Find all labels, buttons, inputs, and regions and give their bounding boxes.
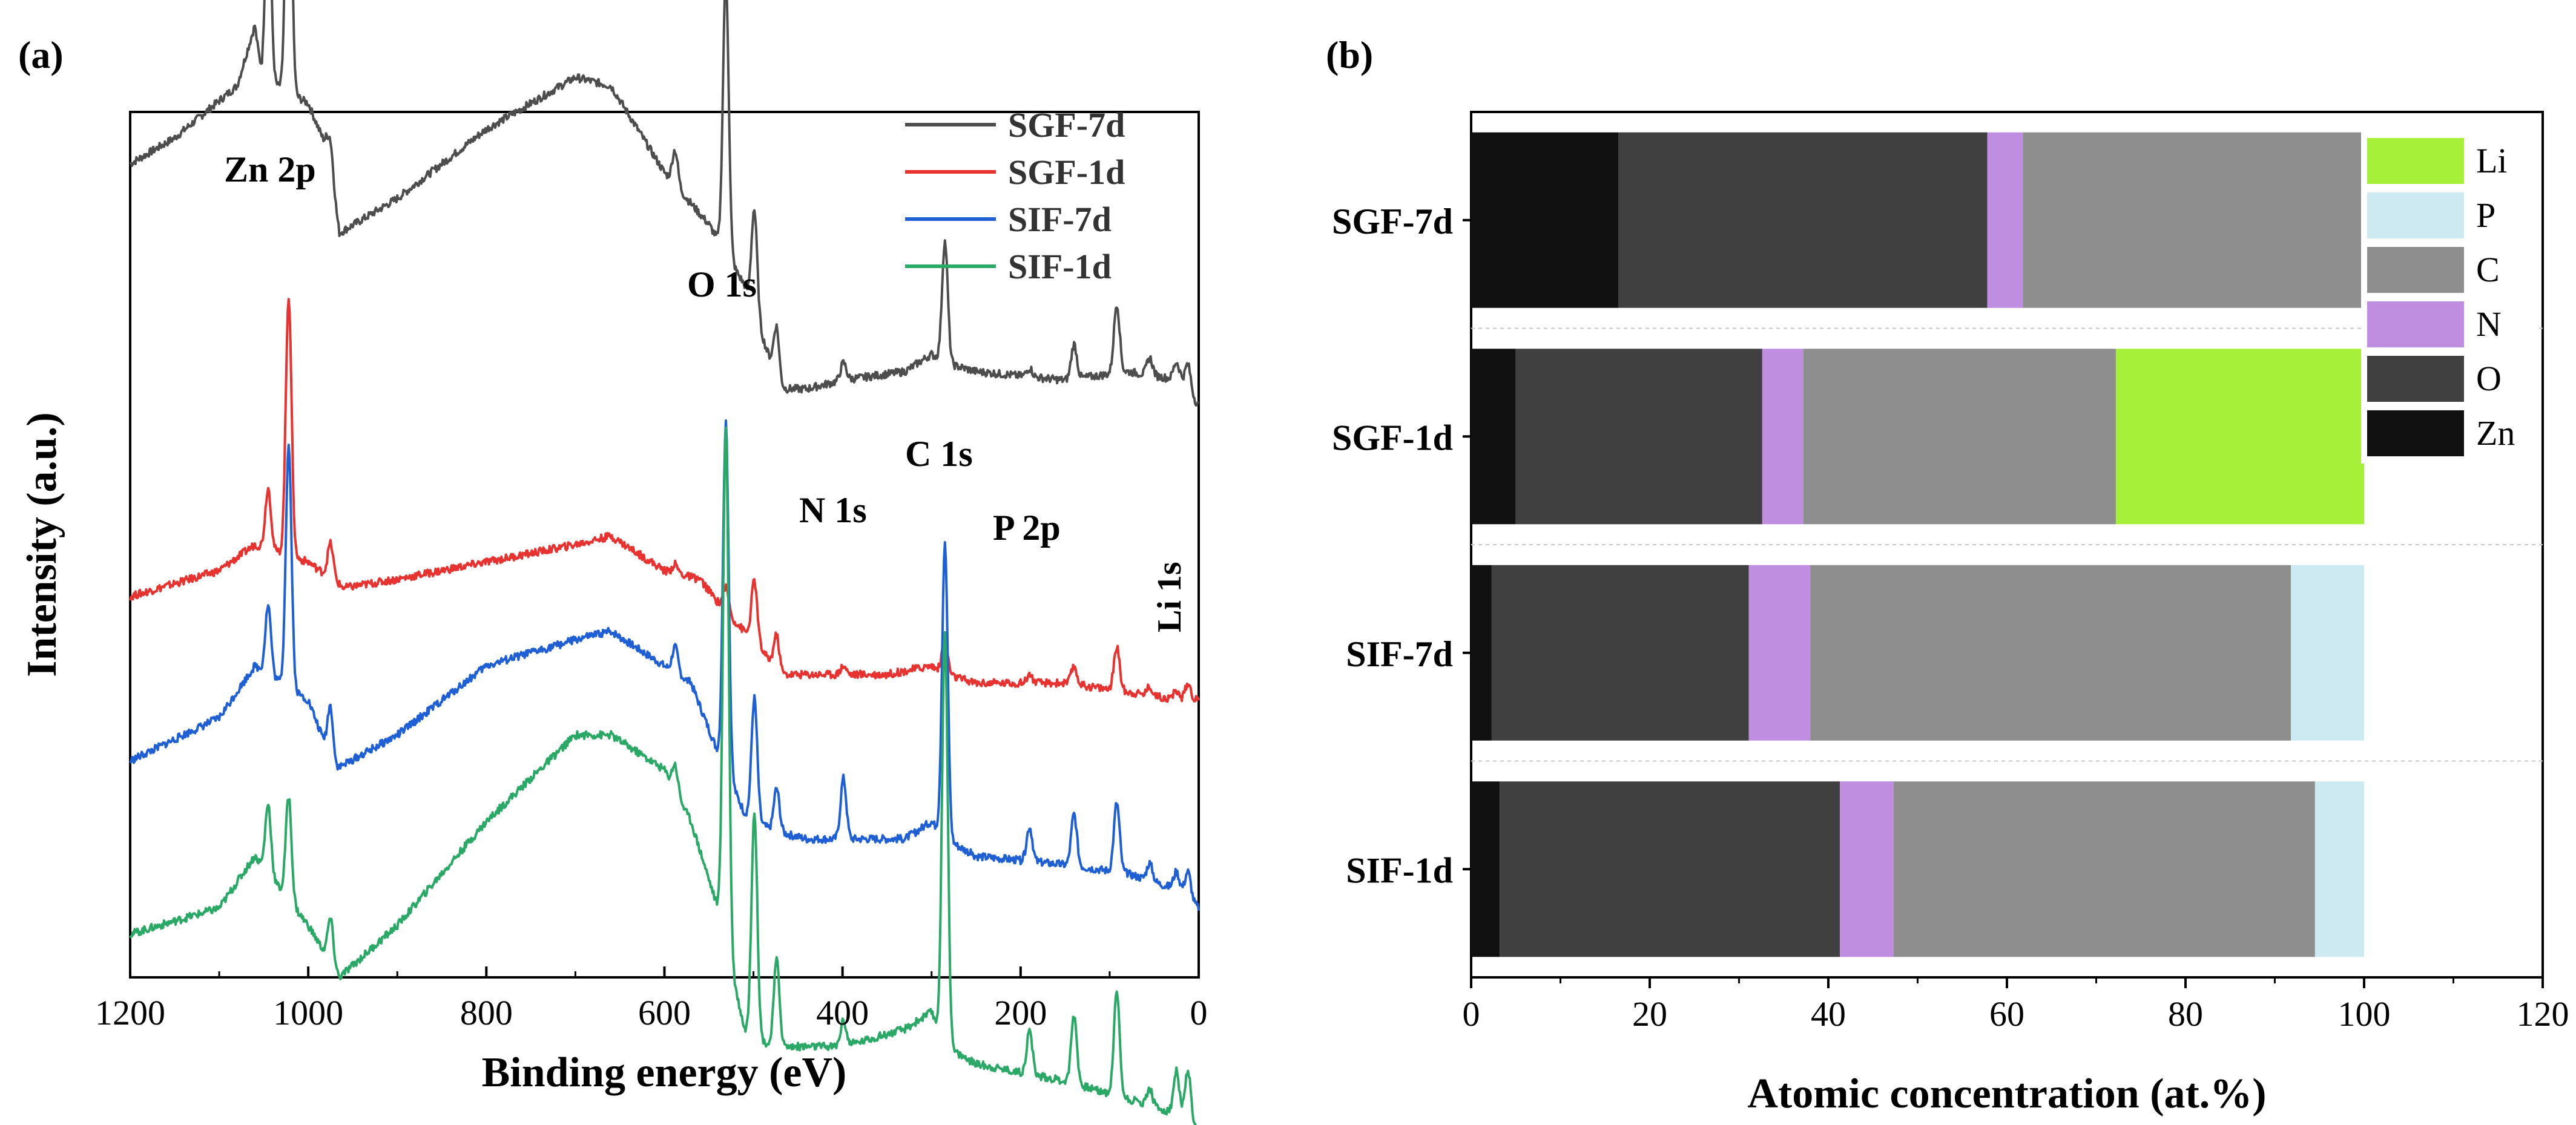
legend-label-o: O	[2476, 359, 2502, 398]
panel-b-x-axis-label: Atomic concentration (at.%)	[1747, 1071, 2266, 1117]
x-tick-label: 0	[1463, 994, 1480, 1034]
x-tick-label: 80	[2168, 994, 2203, 1034]
series-line-sif-1d	[129, 426, 1197, 1125]
x-tick-label: 200	[994, 993, 1047, 1032]
x-tick-label: 1200	[95, 993, 165, 1032]
panel-a: (a) 1200 1000 800 600 400 200 0 Binding energy…	[18, 0, 1208, 1125]
legend-swatch-p	[2367, 192, 2464, 238]
legend-swatch-li	[2367, 138, 2464, 184]
panel-a-label: (a)	[18, 33, 64, 76]
series-line-sgf-1d	[129, 298, 1200, 703]
y-tick-label-sif-7d: SIF-7d	[1346, 634, 1453, 674]
panel-a-x-axis-label: Binding energy (eV)	[482, 1049, 847, 1096]
annotation-o-1s: O 1s	[687, 264, 757, 304]
legend-label-sif-1d: SIF-1d	[1008, 247, 1112, 286]
panel-b-bars-group	[1471, 132, 2543, 957]
x-tick-label: 1000	[273, 993, 343, 1032]
x-tick-label: 800	[460, 993, 513, 1032]
annotation-c-1s: C 1s	[905, 434, 973, 474]
x-tick-label: 60	[1989, 994, 2024, 1034]
legend-label-zn: Zn	[2476, 413, 2515, 453]
legend-label-c: C	[2476, 250, 2500, 289]
bar-sgf-7d-zn	[1471, 132, 1619, 308]
bar-sgf-1d-c	[1803, 349, 2116, 525]
x-tick-label: 0	[1190, 993, 1208, 1032]
bar-sgf-7d-o	[1618, 132, 1988, 308]
y-tick-label-sgf-7d: SGF-7d	[1332, 202, 1453, 241]
bar-sif-1d-c	[1893, 781, 2315, 957]
bar-sif-7d-c	[1810, 565, 2291, 741]
bar-sif-7d-zn	[1471, 565, 1492, 741]
bar-sif-7d-n	[1748, 565, 1811, 741]
bar-sif-7d-p	[2291, 565, 2364, 741]
annotation-zn-2p: Zn 2p	[224, 149, 316, 189]
legend-label-sgf-1d: SGF-1d	[1008, 153, 1125, 192]
bar-sgf-7d-n	[1987, 132, 2023, 308]
panel-a-legend: SGF-7d SGF-1d SIF-7d SIF-1d	[905, 105, 1125, 286]
annotation-p-2p: P 2p	[993, 508, 1061, 548]
x-tick-label: 20	[1632, 994, 1667, 1034]
bar-sgf-1d-zn	[1471, 349, 1516, 525]
bar-sif-1d-o	[1500, 781, 1840, 957]
legend-label-sif-7d: SIF-7d	[1008, 200, 1112, 239]
x-tick-label: 600	[638, 993, 691, 1032]
legend-label-sgf-7d: SGF-7d	[1008, 105, 1125, 145]
x-tick-label: 40	[1811, 994, 1846, 1034]
series-line-sgf-7d	[129, 0, 1200, 407]
bar-sif-1d-n	[1840, 781, 1894, 957]
legend-swatch-n	[2367, 301, 2464, 347]
x-tick-label: 400	[816, 993, 869, 1032]
panel-b: (b) 0 20 40 60 80 100 120 SGF-7d SGF-1d SIF-7d SI…	[1326, 33, 2569, 1117]
x-tick-label: 120	[2517, 994, 2569, 1034]
bar-sgf-7d-c	[2023, 132, 2364, 308]
bar-sif-1d-p	[2314, 781, 2364, 957]
bar-sif-7d-o	[1491, 565, 1749, 741]
bar-sgf-1d-o	[1515, 349, 1762, 525]
panel-a-y-axis-label: Intensity (a.u.)	[19, 412, 65, 677]
annotation-n-1s: N 1s	[799, 490, 867, 530]
series-line-sif-7d	[129, 419, 1200, 911]
legend-background	[2361, 132, 2537, 464]
legend-swatch-c	[2367, 247, 2464, 293]
legend-label-p: P	[2476, 195, 2495, 235]
panel-a-series-group	[129, 0, 1200, 1125]
x-tick-label: 100	[2338, 994, 2391, 1034]
panel-b-x-ticks: 0 20 40 60 80 100 120	[1463, 977, 2569, 1034]
bar-sif-1d-zn	[1471, 781, 1500, 957]
legend-swatch-o	[2367, 356, 2464, 402]
legend-label-li: Li	[2476, 141, 2508, 180]
legend-label-n: N	[2476, 304, 2502, 344]
panel-a-x-ticks: 1200 1000 800 600 400 200 0	[95, 966, 1208, 1032]
y-tick-label-sgf-1d: SGF-1d	[1332, 418, 1453, 458]
y-tick-label-sif-1d: SIF-1d	[1346, 850, 1453, 890]
panel-b-label: (b)	[1326, 33, 1373, 76]
bar-sgf-1d-n	[1762, 349, 1804, 525]
annotation-li-1s: Li 1s	[1151, 562, 1188, 632]
panel-b-y-ticks: SGF-7d SGF-1d SIF-7d SIF-1d	[1332, 202, 1471, 890]
legend-swatch-zn	[2367, 410, 2464, 456]
bar-sgf-1d-li	[2115, 349, 2364, 525]
